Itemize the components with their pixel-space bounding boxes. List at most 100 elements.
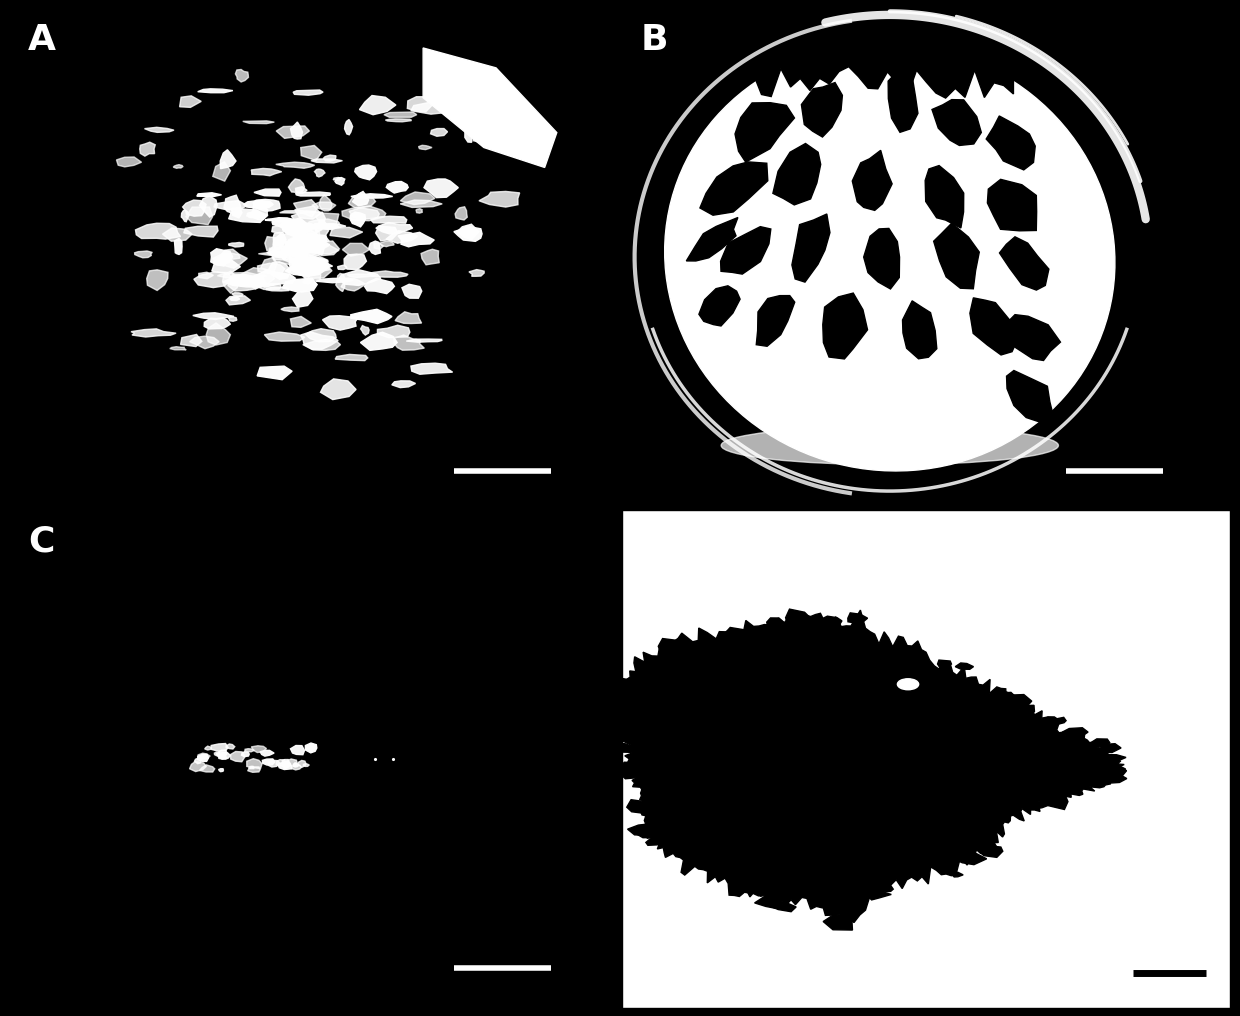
Polygon shape	[243, 121, 274, 124]
Polygon shape	[269, 247, 305, 265]
Polygon shape	[419, 145, 432, 149]
Polygon shape	[285, 240, 321, 260]
Polygon shape	[197, 193, 222, 196]
Polygon shape	[272, 226, 288, 234]
Polygon shape	[618, 762, 647, 778]
Polygon shape	[598, 692, 626, 706]
Polygon shape	[315, 220, 329, 240]
Polygon shape	[294, 763, 299, 767]
Polygon shape	[866, 890, 892, 900]
Polygon shape	[430, 129, 448, 136]
Polygon shape	[184, 227, 218, 237]
Polygon shape	[200, 765, 215, 772]
Polygon shape	[394, 335, 424, 351]
Polygon shape	[303, 339, 341, 351]
Polygon shape	[281, 307, 299, 312]
Polygon shape	[618, 747, 634, 752]
Polygon shape	[217, 257, 227, 266]
Polygon shape	[219, 253, 241, 259]
Polygon shape	[267, 247, 299, 258]
Polygon shape	[343, 254, 367, 269]
Polygon shape	[175, 239, 182, 254]
Polygon shape	[975, 841, 997, 853]
Polygon shape	[239, 267, 274, 289]
Polygon shape	[291, 765, 301, 770]
Polygon shape	[454, 226, 482, 242]
Polygon shape	[303, 280, 311, 284]
Polygon shape	[272, 256, 309, 260]
Polygon shape	[877, 885, 893, 892]
Polygon shape	[228, 274, 254, 284]
Polygon shape	[392, 381, 415, 388]
Polygon shape	[347, 274, 376, 277]
Polygon shape	[627, 824, 660, 835]
Polygon shape	[978, 845, 1003, 858]
Polygon shape	[888, 73, 918, 132]
Polygon shape	[304, 764, 309, 766]
Polygon shape	[265, 217, 298, 221]
Polygon shape	[458, 225, 479, 240]
Polygon shape	[1044, 717, 1058, 722]
Polygon shape	[268, 760, 280, 767]
Polygon shape	[749, 885, 785, 896]
Polygon shape	[265, 237, 281, 251]
Polygon shape	[211, 249, 233, 265]
Polygon shape	[992, 690, 1016, 705]
Polygon shape	[281, 217, 315, 239]
Polygon shape	[350, 208, 379, 219]
Polygon shape	[145, 127, 174, 132]
Polygon shape	[320, 195, 332, 211]
Polygon shape	[228, 317, 237, 321]
Polygon shape	[954, 851, 987, 865]
Polygon shape	[304, 224, 339, 230]
Polygon shape	[637, 830, 656, 838]
Polygon shape	[334, 178, 341, 181]
Polygon shape	[310, 241, 340, 256]
Polygon shape	[242, 752, 249, 757]
Polygon shape	[407, 339, 441, 342]
Polygon shape	[1091, 739, 1110, 749]
Polygon shape	[1008, 315, 1060, 361]
Polygon shape	[283, 278, 317, 292]
Polygon shape	[1102, 767, 1126, 777]
Polygon shape	[294, 238, 316, 253]
Polygon shape	[823, 293, 868, 359]
Polygon shape	[117, 156, 141, 167]
Polygon shape	[996, 692, 1017, 703]
Polygon shape	[248, 767, 260, 772]
Polygon shape	[396, 312, 422, 323]
Polygon shape	[293, 238, 308, 260]
Polygon shape	[699, 285, 740, 326]
Polygon shape	[310, 225, 341, 229]
Polygon shape	[377, 325, 410, 337]
Polygon shape	[1029, 802, 1048, 810]
Polygon shape	[213, 162, 231, 181]
Polygon shape	[293, 242, 314, 250]
Polygon shape	[852, 150, 892, 210]
Polygon shape	[223, 276, 264, 288]
Polygon shape	[311, 158, 342, 163]
Polygon shape	[290, 746, 305, 755]
Polygon shape	[422, 249, 439, 265]
Polygon shape	[231, 752, 246, 762]
Polygon shape	[273, 233, 286, 250]
Polygon shape	[211, 744, 228, 751]
Polygon shape	[279, 221, 311, 233]
Polygon shape	[1021, 705, 1034, 711]
Polygon shape	[197, 88, 233, 92]
Polygon shape	[258, 283, 281, 290]
Polygon shape	[213, 259, 229, 263]
Polygon shape	[281, 246, 288, 259]
Polygon shape	[466, 102, 487, 107]
Polygon shape	[181, 334, 202, 346]
Polygon shape	[284, 247, 291, 250]
Polygon shape	[970, 298, 1018, 355]
Polygon shape	[374, 243, 383, 249]
Polygon shape	[786, 610, 810, 625]
Polygon shape	[280, 210, 316, 213]
Polygon shape	[170, 346, 186, 350]
Polygon shape	[290, 258, 329, 264]
Polygon shape	[293, 264, 316, 276]
Polygon shape	[1055, 717, 1066, 725]
Polygon shape	[294, 200, 319, 216]
